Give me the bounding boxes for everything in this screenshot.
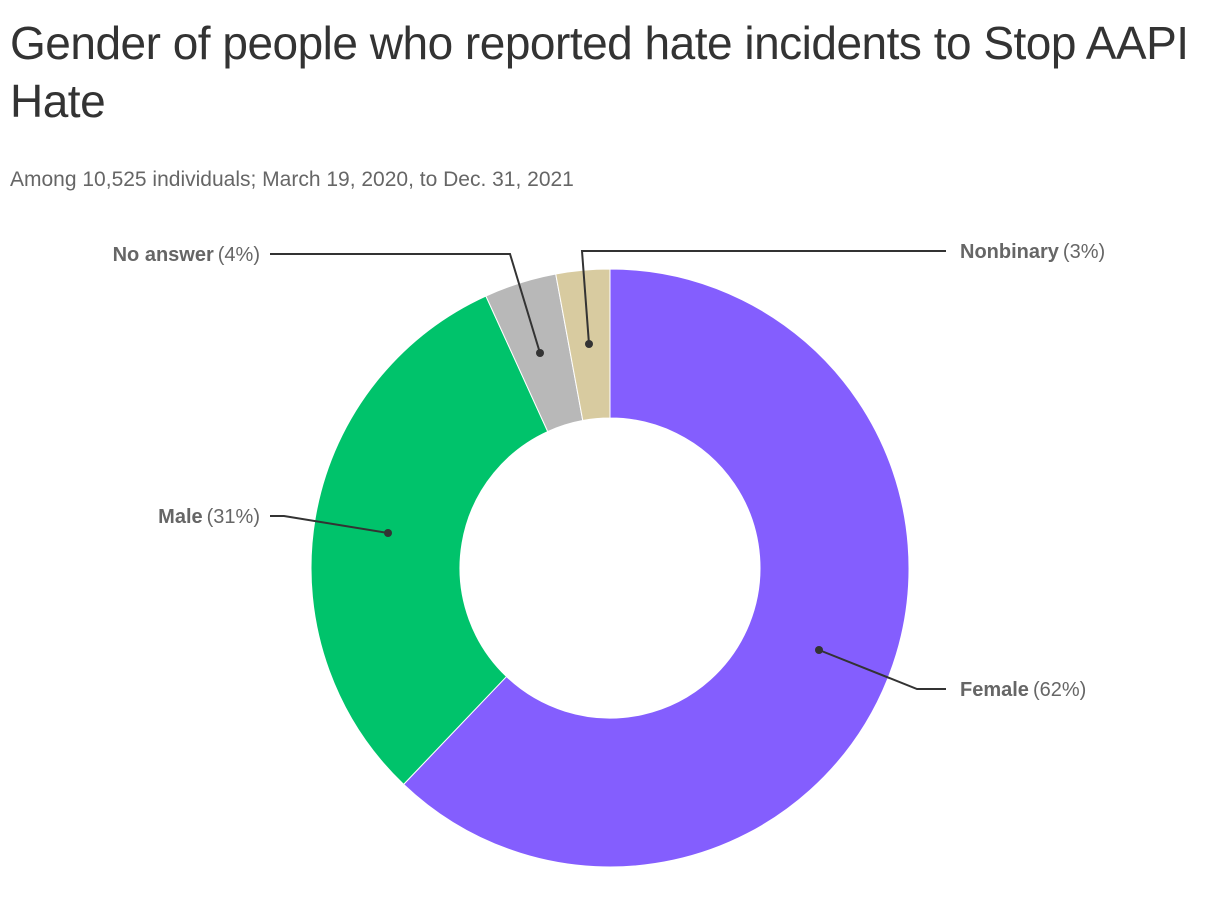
leader-line-nonbinary [580,250,946,345]
label-no-answer: No answer (4%) [113,244,260,266]
leader-dot-no-answer [536,349,544,357]
chart-title: Gender of people who reported hate incid… [10,17,1189,127]
leader-dot-nonbinary [585,340,593,348]
label-male: Male (31%) [158,506,260,528]
leader-line-male [270,515,389,534]
leader-line-female [818,649,946,690]
leader-dot-female [815,646,823,654]
leader-line-no-answer [270,253,541,354]
slice-nonbinary [555,268,611,422]
leader-dots [384,340,823,654]
donut-slices [310,268,910,868]
slice-female [402,268,910,868]
chart-subtitle: Among 10,525 individuals; March 19, 2020… [10,168,574,191]
slice-male [310,295,549,786]
label-nonbinary: Nonbinary (3%) [960,241,1105,263]
leader-lines [270,250,946,690]
label-female: Female (62%) [960,679,1086,701]
leader-dot-male [384,529,392,537]
